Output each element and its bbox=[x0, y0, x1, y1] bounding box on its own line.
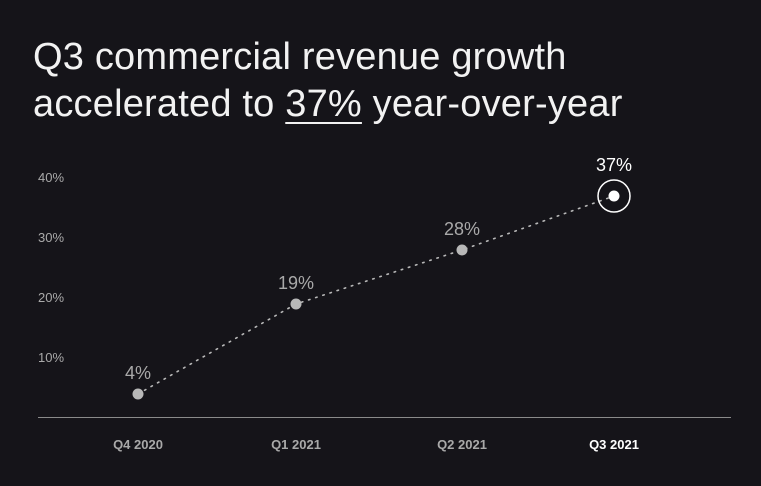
title-line-2: accelerated to 37% year-over-year bbox=[33, 81, 623, 128]
y-tick-label: 30% bbox=[38, 230, 64, 245]
series-line bbox=[137, 195, 615, 395]
data-point bbox=[608, 190, 620, 202]
data-label: 28% bbox=[444, 219, 480, 239]
data-point bbox=[456, 244, 468, 256]
x-axis: Q4 2020 Q1 2021 Q2 2021 Q3 2021 bbox=[38, 417, 731, 452]
highlight-ring bbox=[597, 179, 631, 213]
x-tick-label: Q3 2021 bbox=[589, 437, 639, 452]
x-tick-label: Q1 2021 bbox=[271, 437, 321, 452]
x-tick-label: Q4 2020 bbox=[113, 437, 163, 452]
data-point bbox=[290, 298, 302, 310]
chart-title: Q3 commercial revenue growth accelerated… bbox=[33, 34, 623, 128]
data-point bbox=[132, 388, 144, 400]
y-tick-label: 20% bbox=[38, 290, 64, 305]
growth-series: 4% 19% 28% 37% bbox=[125, 155, 632, 400]
y-tick-label: 10% bbox=[38, 350, 64, 365]
title-prefix: accelerated to bbox=[33, 83, 286, 125]
title-suffix: year-over-year bbox=[361, 83, 623, 125]
x-tick-label: Q2 2021 bbox=[437, 437, 487, 452]
data-label: 19% bbox=[278, 273, 314, 293]
y-axis: 10% 20% 30% 40% bbox=[38, 170, 64, 365]
title-highlight-value: 37% bbox=[285, 83, 362, 125]
y-tick-label: 40% bbox=[38, 170, 64, 185]
data-label: 4% bbox=[125, 363, 151, 383]
title-line-1: Q3 commercial revenue growth bbox=[33, 36, 567, 78]
data-label: 37% bbox=[596, 155, 632, 175]
